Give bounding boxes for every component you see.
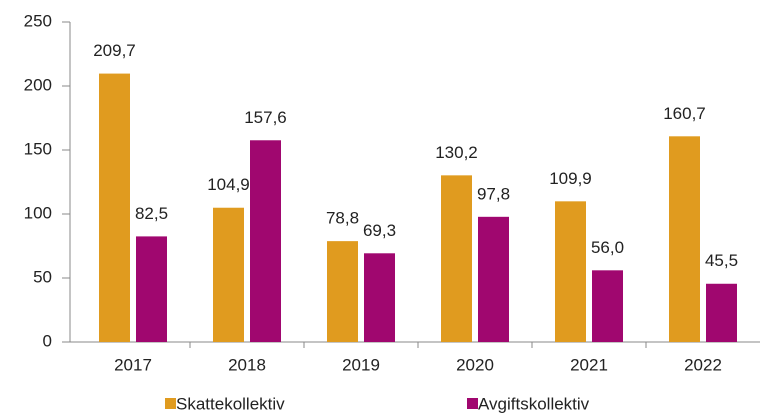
value-label: 82,5	[135, 204, 168, 223]
legend-label: Avgiftskollektiv	[478, 394, 590, 413]
value-label: 109,9	[549, 169, 592, 188]
y-tick-label: 50	[33, 267, 52, 286]
bar	[592, 270, 623, 342]
bar	[364, 253, 395, 342]
value-label: 157,6	[244, 108, 287, 127]
x-tick-label: 2018	[228, 355, 266, 374]
bar	[478, 216, 509, 342]
y-tick-label: 100	[24, 203, 52, 222]
value-label: 69,3	[363, 221, 396, 240]
x-tick-label: 2019	[342, 355, 380, 374]
value-label: 45,5	[705, 251, 738, 270]
y-tick-label: 0	[43, 331, 52, 350]
x-tick-label: 2022	[684, 355, 722, 374]
y-tick-label: 250	[24, 11, 52, 30]
legend-swatch	[467, 398, 478, 409]
value-label: 209,7	[93, 41, 136, 60]
value-label: 97,8	[477, 184, 510, 203]
bar	[441, 175, 472, 342]
bar	[669, 136, 700, 342]
bar	[327, 241, 358, 342]
x-tick-label: 2017	[114, 355, 152, 374]
bar	[250, 140, 281, 342]
bar	[555, 201, 586, 342]
y-tick-label: 200	[24, 75, 52, 94]
legend-swatch	[165, 398, 176, 409]
value-label: 78,8	[326, 209, 359, 228]
bar	[706, 283, 737, 342]
value-label: 104,9	[207, 175, 250, 194]
bar	[213, 207, 244, 342]
value-label: 130,2	[435, 143, 478, 162]
bar	[136, 236, 167, 342]
y-tick-label: 150	[24, 139, 52, 158]
value-label: 160,7	[663, 104, 706, 123]
x-tick-label: 2020	[456, 355, 494, 374]
bar	[99, 73, 130, 343]
legend-label: Skattekollektiv	[176, 394, 285, 413]
value-label: 56,0	[591, 238, 624, 257]
x-tick-label: 2021	[570, 355, 608, 374]
